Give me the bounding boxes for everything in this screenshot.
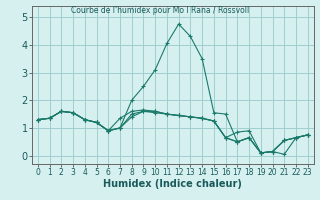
Text: Courbe de l'humidex pour Mo I Rana / Rossvoll: Courbe de l'humidex pour Mo I Rana / Ros… — [71, 6, 249, 15]
X-axis label: Humidex (Indice chaleur): Humidex (Indice chaleur) — [103, 179, 242, 189]
